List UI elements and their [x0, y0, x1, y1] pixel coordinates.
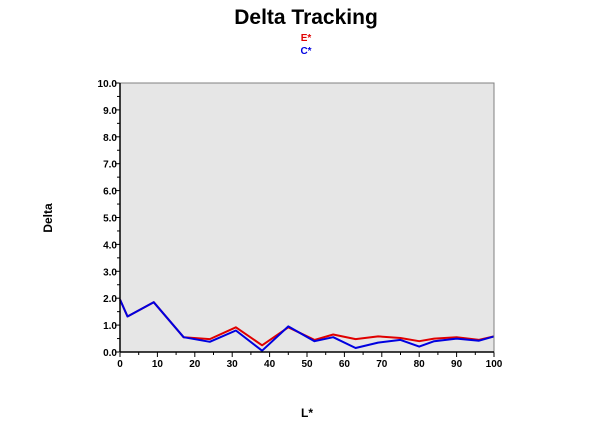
axes: [119, 82, 495, 353]
series-line-c: [119, 299, 495, 352]
x-tick-label: 100: [486, 359, 503, 370]
x-tick-label: 40: [264, 359, 276, 370]
y-tick-label: 3.0: [103, 267, 117, 278]
y-tick-label: 10.0: [98, 79, 118, 90]
x-tick-label: 20: [189, 359, 201, 370]
y-tick-label: 5.0: [103, 214, 117, 225]
x-tick-label: 0: [117, 359, 123, 370]
plot-area: [120, 83, 494, 352]
y-tick-label: 0.0: [103, 348, 117, 359]
y-tick-label: 9.0: [103, 106, 117, 117]
y-tick-label: 6.0: [103, 187, 117, 198]
legend-item-c: C*: [300, 46, 311, 57]
y-tick-label: 8.0: [103, 133, 117, 144]
legend-item-e: E*: [301, 33, 312, 44]
x-tick-label: 60: [339, 359, 351, 370]
y-tick-label: 4.0: [103, 240, 117, 251]
x-tick-label: 70: [376, 359, 388, 370]
x-tick-label: 50: [301, 359, 313, 370]
y-tick-label: 7.0: [103, 160, 117, 171]
x-tick-label: 90: [451, 359, 463, 370]
chart-title: Delta Tracking: [234, 6, 378, 29]
x-tick-label: 80: [414, 359, 426, 370]
x-tick-label: 10: [152, 359, 164, 370]
y-tick-label: 1.0: [103, 321, 117, 332]
y-tick-label: 2.0: [103, 294, 117, 305]
axis-ticks: 0.0 1.0 2.0 3.0 4.0 5.0 6.0 7.0 8.0 9.0 10.0 0 10 20 3…: [98, 79, 503, 370]
y-axis-title: Delta: [41, 203, 55, 233]
x-axis-title: L*: [301, 406, 313, 420]
series-layer: [119, 299, 495, 352]
x-tick-label: 30: [227, 359, 239, 370]
